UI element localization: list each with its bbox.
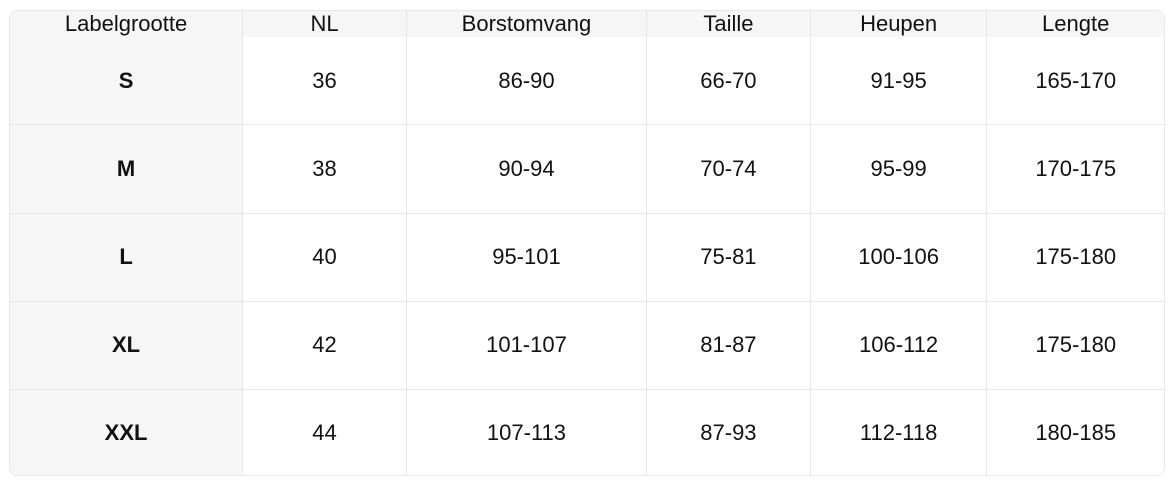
table-cell: 66-70 xyxy=(646,37,811,126)
header-cell-nl: NL xyxy=(243,11,407,37)
table-cell: 175-180 xyxy=(987,213,1164,302)
table-row-l: L 40 95-101 75-81 100-106 175-180 xyxy=(10,213,1164,302)
table-cell: 86-90 xyxy=(406,37,647,126)
header-cell-heupen: Heupen xyxy=(810,11,988,37)
table-cell: 95-101 xyxy=(406,213,647,302)
header-cell-taille: Taille xyxy=(646,11,811,37)
table-cell: 40 xyxy=(243,213,407,302)
table-cell: 165-170 xyxy=(987,37,1164,126)
table-cell: 36 xyxy=(243,37,407,126)
size-label-cell: XXL xyxy=(10,390,244,475)
table-cell: 101-107 xyxy=(406,301,647,390)
header-cell-lengte: Lengte xyxy=(987,11,1164,37)
size-label-cell: M xyxy=(10,125,244,214)
table-row-xxl: XXL 44 107-113 87-93 112-118 180-185 xyxy=(10,390,1164,475)
table-cell: 91-95 xyxy=(810,37,988,126)
table-cell: 95-99 xyxy=(810,125,988,214)
table-cell: 87-93 xyxy=(646,390,811,475)
header-cell-borstomvang: Borstomvang xyxy=(406,11,647,37)
table-cell: 38 xyxy=(243,125,407,214)
table-cell: 81-87 xyxy=(646,301,811,390)
table-cell: 175-180 xyxy=(987,301,1164,390)
size-label-cell: S xyxy=(10,37,244,126)
header-row: Labelgrootte NL Borstomvang Taille Heupe… xyxy=(10,11,1164,37)
table-cell: 107-113 xyxy=(406,390,647,475)
table-cell: 42 xyxy=(243,301,407,390)
size-chart-table: Labelgrootte NL Borstomvang Taille Heupe… xyxy=(10,11,1164,475)
table-row-s: S 36 86-90 66-70 91-95 165-170 xyxy=(10,37,1164,126)
table-cell: 90-94 xyxy=(406,125,647,214)
table-cell: 180-185 xyxy=(987,390,1164,475)
table-cell: 170-175 xyxy=(987,125,1164,214)
header-cell-labelgrootte: Labelgrootte xyxy=(10,11,244,37)
size-label-cell: L xyxy=(10,213,244,302)
table-row-xl: XL 42 101-107 81-87 106-112 175-180 xyxy=(10,301,1164,390)
table-cell: 106-112 xyxy=(810,301,988,390)
table-row-m: M 38 90-94 70-74 95-99 170-175 xyxy=(10,125,1164,214)
size-chart-frame: Labelgrootte NL Borstomvang Taille Heupe… xyxy=(9,10,1165,476)
size-label-cell: XL xyxy=(10,301,244,390)
table-cell: 75-81 xyxy=(646,213,811,302)
table-cell: 44 xyxy=(243,390,407,475)
table-cell: 112-118 xyxy=(810,390,988,475)
table-cell: 70-74 xyxy=(646,125,811,214)
table-cell: 100-106 xyxy=(810,213,988,302)
